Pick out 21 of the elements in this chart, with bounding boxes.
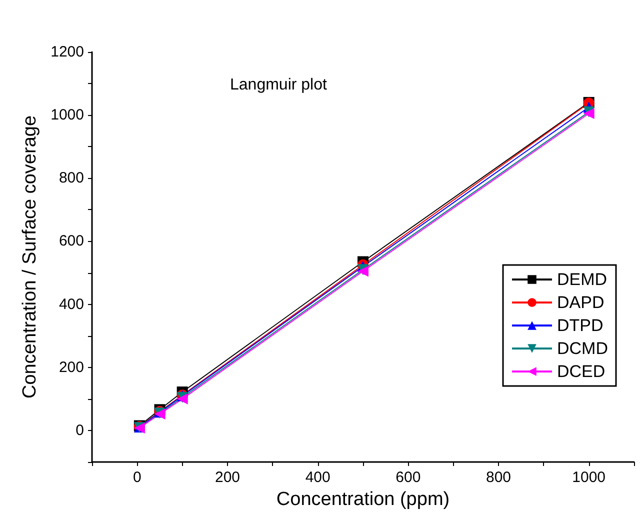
x-axis-title: Concentration (ppm) <box>276 488 450 510</box>
y-tick-label: 1200 <box>50 44 84 60</box>
legend-label: DEMD <box>557 270 608 289</box>
y-tick-label: 800 <box>58 170 84 187</box>
y-axis-title: Concentration / Surface coverage <box>20 115 41 399</box>
legend-label: DCMD <box>557 339 608 358</box>
y-tick-label: 0 <box>76 422 84 439</box>
x-tick-label: 200 <box>214 469 240 486</box>
legend-label: DCED <box>557 362 606 381</box>
x-tick-label: 0 <box>132 469 142 486</box>
x-tick-label: 1000 <box>572 469 606 486</box>
y-tick-label: 200 <box>58 358 84 376</box>
x-tick-label: 800 <box>486 469 512 486</box>
y-tick-label: 1000 <box>50 106 84 124</box>
x-tick-label: 600 <box>396 469 421 486</box>
legend-label: DTPD <box>557 316 604 335</box>
legend-label: DAPD <box>557 293 604 312</box>
y-tick-label: 400 <box>58 296 84 313</box>
y-tick-label: 600 <box>58 232 84 250</box>
x-tick-label: 400 <box>305 469 330 486</box>
text: Langmuir plot <box>230 76 328 94</box>
